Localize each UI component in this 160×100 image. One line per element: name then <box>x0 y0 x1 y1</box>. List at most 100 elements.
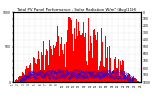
Bar <box>87 65 88 82</box>
Bar <box>67 30 68 82</box>
Bar <box>93 30 94 82</box>
Bar <box>126 77 127 82</box>
Bar <box>56 42 57 82</box>
Bar <box>66 42 67 82</box>
Title: Total PV Panel Performance - Solar Radiation W/m² (Avg/11H): Total PV Panel Performance - Solar Radia… <box>17 8 136 12</box>
Bar <box>35 63 36 82</box>
Bar <box>83 22 84 82</box>
Bar <box>125 75 126 82</box>
Y-axis label: Panel 1000 ...: Panel 1000 ... <box>0 36 1 58</box>
Bar <box>19 76 20 82</box>
Bar <box>79 31 80 82</box>
Bar <box>26 66 27 82</box>
Bar <box>106 58 107 82</box>
Bar <box>37 59 38 82</box>
Bar <box>58 36 59 82</box>
Bar <box>99 66 100 82</box>
Bar <box>46 49 47 82</box>
Bar <box>36 64 37 82</box>
Bar <box>42 55 43 82</box>
Bar <box>114 59 115 82</box>
Bar <box>132 76 133 82</box>
Bar <box>117 68 118 82</box>
Bar <box>81 35 82 82</box>
Bar <box>29 65 30 82</box>
Bar <box>119 76 120 82</box>
Bar <box>18 77 19 82</box>
Bar <box>41 52 42 82</box>
Bar <box>82 33 83 82</box>
Bar <box>62 50 63 82</box>
Bar <box>88 18 89 82</box>
Bar <box>111 73 112 82</box>
Bar <box>110 58 111 82</box>
Bar <box>22 72 23 82</box>
Bar <box>24 76 25 82</box>
Bar <box>27 68 28 82</box>
Bar <box>109 46 110 82</box>
Bar <box>103 58 104 82</box>
Bar <box>60 44 61 82</box>
Bar <box>30 63 31 82</box>
Bar <box>49 40 50 82</box>
Bar <box>86 62 87 82</box>
Bar <box>50 31 51 82</box>
Bar <box>34 58 35 82</box>
Bar <box>61 38 62 82</box>
Bar <box>85 33 86 82</box>
Bar <box>135 78 136 82</box>
Bar <box>31 74 32 82</box>
Bar <box>40 70 41 82</box>
Bar <box>32 74 33 82</box>
Bar <box>51 49 52 82</box>
Bar <box>20 76 21 82</box>
Bar <box>91 43 92 82</box>
Bar <box>134 78 135 82</box>
Bar <box>53 45 54 82</box>
Bar <box>112 71 113 82</box>
Bar <box>100 61 101 82</box>
Bar <box>97 32 98 82</box>
Bar <box>96 40 97 82</box>
Bar <box>89 51 90 82</box>
Bar <box>28 68 29 82</box>
Bar <box>123 73 124 82</box>
Bar <box>76 18 77 82</box>
Bar <box>72 34 73 82</box>
Bar <box>84 17 85 82</box>
Bar <box>98 70 99 82</box>
Bar <box>75 39 76 82</box>
Bar <box>47 51 48 82</box>
Bar <box>129 74 130 82</box>
Bar <box>15 80 16 82</box>
Bar <box>120 61 121 82</box>
Bar <box>121 65 122 82</box>
Bar <box>104 33 105 82</box>
Bar <box>44 72 45 82</box>
Bar <box>90 36 91 82</box>
Bar <box>122 60 123 82</box>
Bar <box>105 36 106 82</box>
Bar <box>128 73 129 82</box>
Bar <box>64 35 65 82</box>
Bar <box>70 58 71 82</box>
Bar <box>71 20 72 82</box>
Bar <box>131 80 132 82</box>
Bar <box>48 65 49 82</box>
Bar <box>17 80 18 82</box>
Bar <box>38 51 39 82</box>
Bar <box>16 79 17 82</box>
Bar <box>39 59 40 82</box>
Bar <box>52 55 53 82</box>
Bar <box>78 22 79 82</box>
Bar <box>54 48 55 82</box>
Bar <box>21 76 22 82</box>
Bar <box>138 81 139 82</box>
Bar <box>77 28 78 82</box>
Bar <box>33 57 34 82</box>
Bar <box>136 79 137 82</box>
Bar <box>113 70 114 82</box>
Bar <box>59 56 60 82</box>
Bar <box>133 76 134 82</box>
Bar <box>57 58 58 82</box>
